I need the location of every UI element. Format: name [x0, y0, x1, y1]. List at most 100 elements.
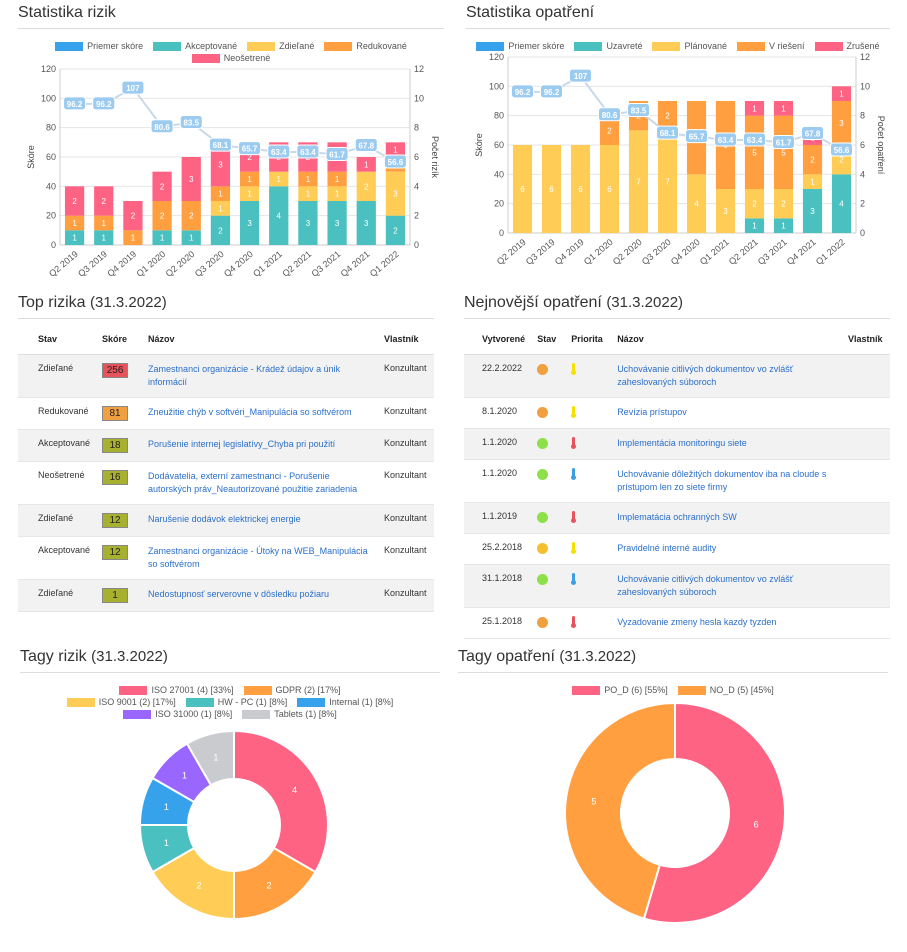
avg-score-point[interactable]: 107 — [569, 68, 592, 83]
measure-stats-bar-planovane[interactable] — [628, 130, 649, 233]
risk-stats-bar-akceptovane[interactable] — [327, 201, 347, 245]
measure-tags-slice-po-d[interactable] — [642, 701, 786, 924]
risk-stats-bar-neosetrene[interactable] — [123, 201, 143, 231]
avg-score-point[interactable]: 83.5 — [179, 115, 203, 130]
avg-score-point[interactable]: 80.6 — [598, 107, 621, 122]
risk-tags-slice-tablets[interactable] — [185, 729, 235, 787]
measure-stats-bar-planovane[interactable] — [599, 145, 620, 233]
measure-stats-bar-planovane[interactable] — [773, 189, 794, 219]
risk-name-link[interactable]: Zneužitie chýb v softvéri_Manipulácia so… — [148, 407, 352, 417]
risk-stats-bar-akceptovane[interactable] — [94, 230, 114, 245]
measure-stats-bar-uzavrete[interactable] — [802, 189, 823, 233]
measure-stats-bar-v-rieseni[interactable] — [599, 115, 620, 145]
risk-tags-legend-iso-31000[interactable]: ISO 31000 (1) [8%] — [123, 709, 232, 719]
risk-name-link[interactable]: Narušenie dodávok elektrickej energie — [148, 514, 301, 524]
risk-stats-bar-zdielane[interactable] — [385, 171, 406, 216]
avg-score-point[interactable]: 61.7 — [772, 135, 795, 150]
measure-stats-legend-zrusene[interactable]: Zrušené — [814, 41, 880, 51]
measure-stats-bar-planovane[interactable] — [512, 145, 533, 233]
measure-name-link[interactable]: Revízia prístupov — [617, 407, 687, 417]
risk-stats-legend-redukovane[interactable]: Redukované — [324, 41, 407, 51]
risk-stats-bar-neosetrene[interactable] — [94, 186, 114, 216]
risk-stats-bar-redukovane[interactable] — [123, 230, 143, 245]
col-status-header[interactable]: Stav — [531, 325, 566, 355]
avg-score-point[interactable]: 107 — [121, 80, 145, 95]
measure-stats-bar-zrusene[interactable] — [773, 101, 794, 116]
avg-score-point[interactable]: 61.7 — [325, 147, 349, 162]
measure-stats-bar-uzavrete[interactable] — [744, 218, 765, 233]
risk-stats-bar-redukovane[interactable] — [94, 215, 114, 231]
risk-tags-legend-hw-pc[interactable]: HW - PC (1) [8%] — [185, 697, 287, 707]
avg-score-point[interactable]: 65.7 — [238, 141, 262, 156]
avg-score-point[interactable]: 96.2 — [540, 84, 563, 99]
measure-stats-legend-v-rieseni[interactable]: V riešení — [737, 41, 805, 51]
measure-name-link[interactable]: Vyzadovanie zmeny hesla kazdy tyzden — [617, 617, 777, 627]
measure-stats-bar-planovane[interactable] — [802, 174, 823, 189]
risk-stats-legend-akceptovane[interactable]: Akceptované — [153, 41, 237, 51]
col-status-header[interactable]: Stav — [18, 325, 97, 355]
risk-tags-slice-iso-27001[interactable] — [233, 729, 329, 874]
risk-stats-bar-zdielane[interactable] — [298, 186, 318, 201]
measure-stats-legend-planovane[interactable]: Plánované — [652, 41, 727, 51]
measure-stats-legend-priemer-skore[interactable]: Priemer skóre — [476, 41, 564, 51]
risk-stats-bar-neosetrene[interactable] — [181, 157, 201, 201]
risk-stats-bar-akceptovane[interactable] — [210, 215, 231, 245]
risk-tags-legend-gdpr[interactable]: GDPR (2) [17%] — [243, 685, 341, 695]
risk-stats-bar-akceptovane[interactable] — [181, 230, 201, 245]
measure-stats-bar-planovane[interactable] — [570, 145, 591, 233]
risk-stats-legend-priemer-skore[interactable]: Priemer skóre — [55, 41, 143, 51]
risk-name-link[interactable]: Zamestnanci organizácie - Útoky na WEB_M… — [148, 546, 368, 569]
avg-score-point[interactable]: 68.1 — [656, 125, 679, 140]
risk-name-link[interactable]: Zamestnanci organizácie - Krádež údajov … — [148, 364, 341, 387]
risk-stats-bar-zdielane[interactable] — [269, 171, 289, 187]
col-priority-header[interactable]: Priorita — [565, 325, 612, 355]
risk-stats-bar-akceptovane[interactable] — [385, 215, 406, 245]
risk-tags-legend-tablets[interactable]: Tablets (1) [8%] — [242, 709, 337, 719]
risk-tags-legend-iso-9001[interactable]: ISO 9001 (2) [17%] — [66, 697, 176, 707]
avg-score-point[interactable]: 68.1 — [208, 137, 232, 152]
measure-stats-bar-planovane[interactable] — [657, 130, 678, 233]
measure-stats-bar-planovane[interactable] — [686, 174, 707, 233]
avg-score-point[interactable]: 65.7 — [685, 129, 708, 144]
risk-stats-bar-zdielane[interactable] — [327, 186, 347, 201]
avg-score-point[interactable]: 80.6 — [150, 119, 174, 134]
measure-tags-legend-no-d[interactable]: NO_D (5) [45%] — [677, 685, 774, 695]
measure-stats-bar-uzavrete[interactable] — [773, 218, 794, 233]
avg-score-point[interactable]: 96.2 — [92, 96, 116, 111]
measure-stats-bar-zrusene[interactable] — [744, 101, 765, 116]
risk-stats-bar-redukovane[interactable] — [327, 171, 347, 187]
risk-stats-bar-redukovane[interactable] — [239, 171, 260, 187]
avg-score-point[interactable]: 63.4 — [267, 144, 291, 159]
col-owner-header[interactable]: Vlastník — [378, 325, 434, 355]
measure-stats-bar-v-rieseni[interactable] — [773, 115, 794, 189]
avg-score-point[interactable]: 56.6 — [383, 154, 407, 169]
risk-stats-bar-redukovane[interactable] — [152, 201, 172, 231]
risk-name-link[interactable]: Dodávatelia, externí zamestnanci - Poruš… — [148, 471, 358, 494]
avg-score-point[interactable]: 63.4 — [743, 132, 766, 147]
measure-stats-bar-planovane[interactable] — [744, 189, 765, 219]
risk-stats-bar-neosetrene[interactable] — [152, 171, 172, 201]
measure-tags-slice-no-d[interactable] — [564, 701, 676, 920]
risk-stats-bar-zdielane[interactable] — [210, 201, 231, 216]
risk-stats-legend-neosetrene[interactable]: Neošetrené — [191, 53, 270, 63]
risk-name-link[interactable]: Nedostupnosť serverovne v dôsledku požia… — [148, 589, 330, 599]
risk-tags-legend-iso-27001[interactable]: ISO 27001 (4) [33%] — [119, 685, 234, 695]
measure-tags-legend-po-d[interactable]: PO_D (6) [55%] — [572, 685, 668, 695]
risk-tags-legend-internal[interactable]: Internal (1) [8%] — [297, 697, 393, 707]
measure-name-link[interactable]: Implematácia ochranných SW — [617, 512, 737, 522]
risk-stats-bar-redukovane[interactable] — [64, 215, 85, 231]
col-name-header[interactable]: Názov — [142, 325, 378, 355]
risk-stats-bar-redukovane[interactable] — [181, 201, 201, 231]
measure-stats-bar-zrusene[interactable] — [831, 86, 852, 101]
avg-score-point[interactable]: 63.4 — [714, 132, 737, 147]
measure-stats-bar-v-rieseni[interactable] — [831, 101, 852, 145]
risk-stats-bar-zdielane[interactable] — [239, 186, 260, 201]
avg-score-point[interactable]: 56.6 — [830, 142, 853, 157]
avg-score-point[interactable]: 96.2 — [63, 96, 87, 111]
measure-stats-bar-planovane[interactable] — [541, 145, 562, 233]
risk-stats-bar-neosetrene[interactable] — [210, 142, 231, 187]
risk-stats-bar-akceptovane[interactable] — [356, 201, 376, 245]
risk-stats-bar-akceptovane[interactable] — [298, 201, 318, 245]
col-owner-header[interactable]: Vlastník — [842, 325, 890, 355]
col-created-header[interactable]: Vytvorené — [464, 325, 532, 355]
